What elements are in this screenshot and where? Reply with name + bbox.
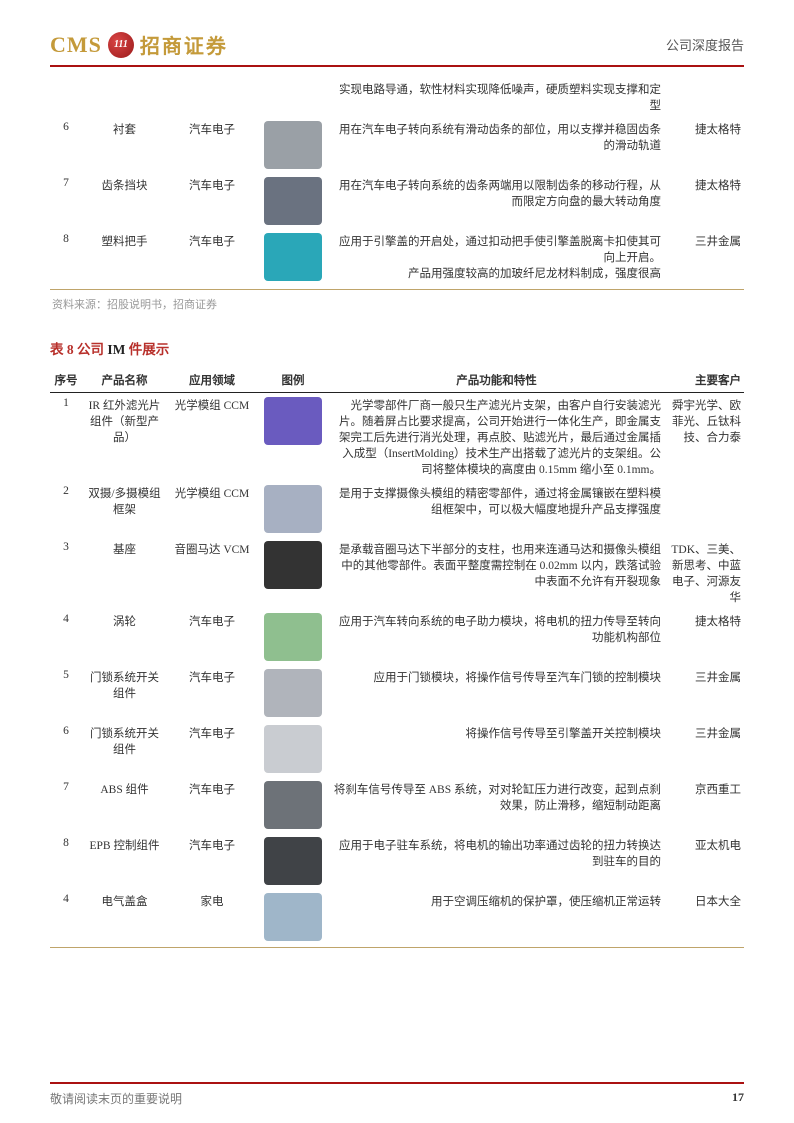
logo-badge-icon: 111 [108, 32, 134, 58]
table2-title: 表 8 公司 IM 件展示 [50, 338, 744, 358]
table-header: 应用领域 [167, 368, 257, 393]
table-im-products: 序号产品名称应用领域图例产品功能和特性主要客户1IR 红外滤光片组件（新型产品）… [50, 368, 744, 945]
table-row: 实现电路导通，软性材料实现降低噪声，硬质塑料实现支撑和定型 [50, 77, 744, 117]
table-header: 产品名称 [82, 368, 167, 393]
table-row: 6衬套汽车电子用在汽车电子转向系统有滑动齿条的部位，用以支撑并稳固齿条的滑动轨道… [50, 117, 744, 173]
table-row: 2双摄/多摄模组框架光学模组 CCM是用于支撑摄像头模组的精密零部件，通过将金属… [50, 481, 744, 537]
logo-cms-text: CMS [50, 32, 102, 58]
table2-title-post: 件展示 [129, 342, 170, 357]
table-row: 6门锁系统开关组件汽车电子将操作信号传导至引擎盖开关控制模块三井金属 [50, 721, 744, 777]
footer-note: 敬请阅读末页的重要说明 [50, 1090, 182, 1107]
table-row: 3基座音圈马达 VCM是承载音圈马达下半部分的支柱，也用来连通马达和摄像头模组中… [50, 537, 744, 609]
page-number: 17 [732, 1090, 744, 1107]
product-image-placeholder [264, 121, 322, 169]
table-continuation: 实现电路导通，软性材料实现降低噪声，硬质塑料实现支撑和定型6衬套汽车电子用在汽车… [50, 77, 744, 285]
table2-title-pre: 表 8 公司 [50, 342, 104, 357]
table-row: 8EPB 控制组件汽车电子应用于电子驻车系统，将电机的输出功率通过齿轮的扭力转换… [50, 833, 744, 889]
product-image-placeholder [264, 893, 322, 941]
table-row: 4电气盖盒家电用于空调压缩机的保护罩，使压缩机正常运转日本大全 [50, 889, 744, 945]
table-header: 产品功能和特性 [329, 368, 664, 393]
logo: CMS 111 招商证券 [50, 30, 228, 59]
page-footer: 敬请阅读末页的重要说明 17 [50, 1082, 744, 1107]
product-image-placeholder [264, 233, 322, 281]
header-doc-type: 公司深度报告 [666, 35, 744, 54]
table-row: 5门锁系统开关组件汽车电子应用于门锁模块，将操作信号传导至汽车门锁的控制模块三井… [50, 665, 744, 721]
table-row: 8塑料把手汽车电子应用于引擎盖的开启处，通过扣动把手使引擎盖脱离卡扣使其可向上开… [50, 229, 744, 285]
table-row: 7齿条挡块汽车电子用在汽车电子转向系统的齿条两端用以限制齿条的移动行程，从而限定… [50, 173, 744, 229]
product-image-placeholder [264, 397, 322, 445]
table-header: 图例 [257, 368, 329, 393]
table-header: 序号 [50, 368, 82, 393]
table-header: 主要客户 [664, 368, 744, 393]
product-image-placeholder [264, 485, 322, 533]
table-row: 1IR 红外滤光片组件（新型产品）光学模组 CCM光学零部件厂商一般只生产滤光片… [50, 393, 744, 482]
product-image-placeholder [264, 177, 322, 225]
table-row: 7ABS 组件汽车电子将刹车信号传导至 ABS 系统，对对轮缸压力进行改变，起到… [50, 777, 744, 833]
table1-source: 资料来源：招股说明书，招商证券 [50, 290, 744, 330]
table2-title-mid: IM [104, 342, 129, 357]
product-image-placeholder [264, 613, 322, 661]
product-image-placeholder [264, 781, 322, 829]
product-image-placeholder [264, 669, 322, 717]
page-header: CMS 111 招商证券 公司深度报告 [50, 30, 744, 67]
logo-cn-text: 招商证券 [140, 30, 228, 59]
product-image-placeholder [264, 541, 322, 589]
product-image-placeholder [264, 837, 322, 885]
table-row: 4涡轮汽车电子应用于汽车转向系统的电子助力模块，将电机的扭力传导至转向功能机构部… [50, 609, 744, 665]
product-image-placeholder [264, 725, 322, 773]
